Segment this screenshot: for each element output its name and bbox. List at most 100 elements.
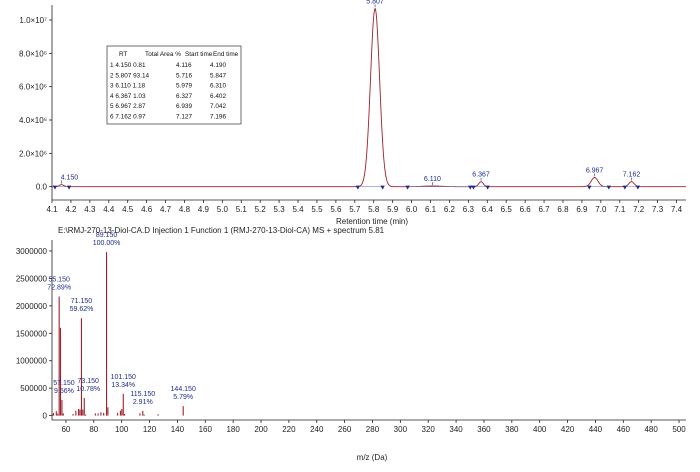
peak-table-cell: 6 7.162 0.97 [110, 114, 146, 121]
spectrum-x-tick-label: 280 [366, 425, 380, 434]
chromatogram-x-tick-label: 6.2 [444, 205, 456, 214]
spectrum-x-tick-label: 460 [617, 425, 631, 434]
spectrum-x-tick-label: 400 [533, 425, 547, 434]
peak-boundary-marker [471, 185, 476, 190]
chromatogram-x-tick-label: 4.1 [46, 205, 58, 214]
spectrum-peak-label: 115.150 [130, 391, 155, 398]
spectrum-y-tick-label: 2000000 [16, 302, 48, 311]
chromatogram-y-tick-label: 1.0×10⁷ [19, 16, 47, 25]
spectrum-peak-label: 57.150 [53, 380, 75, 387]
chromatogram-y-tick-label: 6.0×10⁶ [19, 83, 47, 92]
chromatogram-x-tick-label: 4.8 [179, 205, 191, 214]
chromatogram-x-tick-label: 6.7 [538, 205, 550, 214]
spectrum-x-tick-label: 300 [394, 425, 408, 434]
peak-label: 6.367 [472, 172, 490, 179]
chromatogram-x-tick-label: 7.3 [652, 205, 664, 214]
spectrum-x-tick-label: 440 [589, 425, 603, 434]
spectrum-x-tick-label: 340 [449, 425, 463, 434]
spectrum-x-tick-label: 60 [61, 425, 70, 434]
chromatogram-x-tick-label: 4.2 [65, 205, 77, 214]
spectrum-x-tick-label: 140 [171, 425, 185, 434]
peak-boundary-marker [622, 185, 628, 190]
peak-table-cell: 5.716 [176, 72, 192, 79]
peak-boundary-marker [52, 185, 58, 190]
spectrum-peak-label: 101.150 [111, 374, 136, 381]
peak-table-cell: 6.310 [210, 83, 226, 90]
chromatogram-x-tick-label: 5.7 [349, 205, 361, 214]
spectrum-x-tick-label: 180 [226, 425, 240, 434]
peak-table-cell: 4.190 [210, 62, 226, 69]
chromatogram-x-tick-label: 4.5 [122, 205, 134, 214]
peak-table-header: Start time [185, 51, 213, 58]
peak-table-cell: 3 6.110 1.18 [110, 83, 146, 90]
chromatogram-x-tick-label: 5.4 [292, 205, 304, 214]
spectrum-x-tick-label: 120 [143, 425, 157, 434]
peak-table-cell: 6.402 [210, 93, 226, 100]
peak-table-cell: 5 6.967 2.87 [110, 103, 146, 110]
peak-table-cell: 5.979 [176, 83, 192, 90]
peak-label: 7.162 [623, 172, 641, 179]
spectrum-peak-label: 59.62% [70, 306, 94, 313]
chromatogram-x-tick-label: 5.0 [217, 205, 229, 214]
peak-table-cell: 2 5.807 93.14 [110, 72, 150, 79]
peak-label: 5.807 [366, 0, 384, 5]
peak-table-cell: 1 4.150 0.81 [110, 62, 146, 69]
chromatogram-x-tick-label: 7.2 [633, 205, 645, 214]
chromatogram-x-axis-label: Retention time (min) [336, 217, 408, 226]
spectrum-x-tick-label: 380 [505, 425, 519, 434]
chromatogram-x-tick-label: 5.8 [368, 205, 380, 214]
chromatogram-x-tick-label: 5.6 [330, 205, 342, 214]
peak-table-cell: 7.196 [210, 114, 226, 121]
peak-boundary-marker [587, 185, 592, 190]
chromatogram-x-tick-label: 6.3 [463, 205, 475, 214]
chromatogram-y-tick-label: 8.0×10⁶ [19, 49, 47, 58]
peak-boundary-marker [468, 185, 473, 190]
spectrum-peak-label: 5.79% [173, 394, 193, 401]
chromatogram-x-tick-label: 6.1 [425, 205, 437, 214]
chromatogram-x-tick-label: 7.1 [614, 205, 626, 214]
spectrum-peak-label: 2.91% [133, 399, 153, 406]
chromatogram-x-tick-label: 5.3 [274, 205, 286, 214]
spectrum-y-tick-label: 1500000 [16, 329, 48, 338]
spectrum-peak-label: 9.56% [54, 388, 74, 395]
spectrum-y-tick-label: 0 [43, 412, 48, 421]
chromatogram-x-tick-label: 4.9 [198, 205, 210, 214]
peak-table: RT Total Area % Start time End time 1 4.150 … [106, 45, 242, 125]
spectrum-x-tick-label: 420 [561, 425, 575, 434]
chromatogram-x-tick-label: 5.9 [387, 205, 399, 214]
peak-table-cell: 4.116 [176, 62, 192, 69]
spectrum-peak-label: 10.78% [76, 386, 100, 393]
chromatogram-x-tick-label: 6.9 [576, 205, 588, 214]
peak-boundary-marker [66, 185, 72, 190]
peak-table-cell: 6.327 [176, 93, 192, 100]
peak-boundary-marker [355, 185, 361, 190]
chromatogram-y-tick-label: 0.0 [36, 183, 48, 192]
spectrum-x-tick-label: 240 [310, 425, 324, 434]
spectrum-y-tick-label: 3000000 [16, 247, 48, 256]
spectrum-peak-label: 73.150 [78, 378, 100, 385]
peak-label: 6.110 [424, 176, 441, 183]
spectrum-peak-label: 71.150 [71, 298, 93, 305]
spectrum-peak-label: 89.150 [96, 232, 118, 239]
chromatogram-x-tick-label: 7.4 [671, 205, 683, 214]
peak-boundary-marker [405, 185, 410, 190]
spectrum-x-tick-label: 200 [254, 425, 268, 434]
spectrum-peak-label: 72.89% [47, 285, 71, 292]
spectrum-x-tick-label: 320 [422, 425, 436, 434]
spectrum-y-tick-label: 1000000 [16, 357, 48, 366]
chromatogram-x-tick-label: 6.0 [406, 205, 418, 214]
chromatogram-series-line [52, 7, 686, 188]
peak-boundary-marker [485, 185, 490, 190]
peak-boundary-marker [635, 185, 641, 190]
spectrum-x-tick-label: 480 [644, 425, 658, 434]
spectrum-y-tick-label: 500000 [20, 384, 47, 393]
chromatogram-x-tick-label: 6.5 [501, 205, 513, 214]
spectrum-x-tick-label: 220 [282, 425, 296, 434]
spectrum-x-tick-label: 260 [338, 425, 352, 434]
peak-table-header: Total Area % [145, 51, 181, 58]
peak-table-header: RT [119, 51, 127, 58]
spectrum-x-tick-label: 500 [672, 425, 686, 434]
